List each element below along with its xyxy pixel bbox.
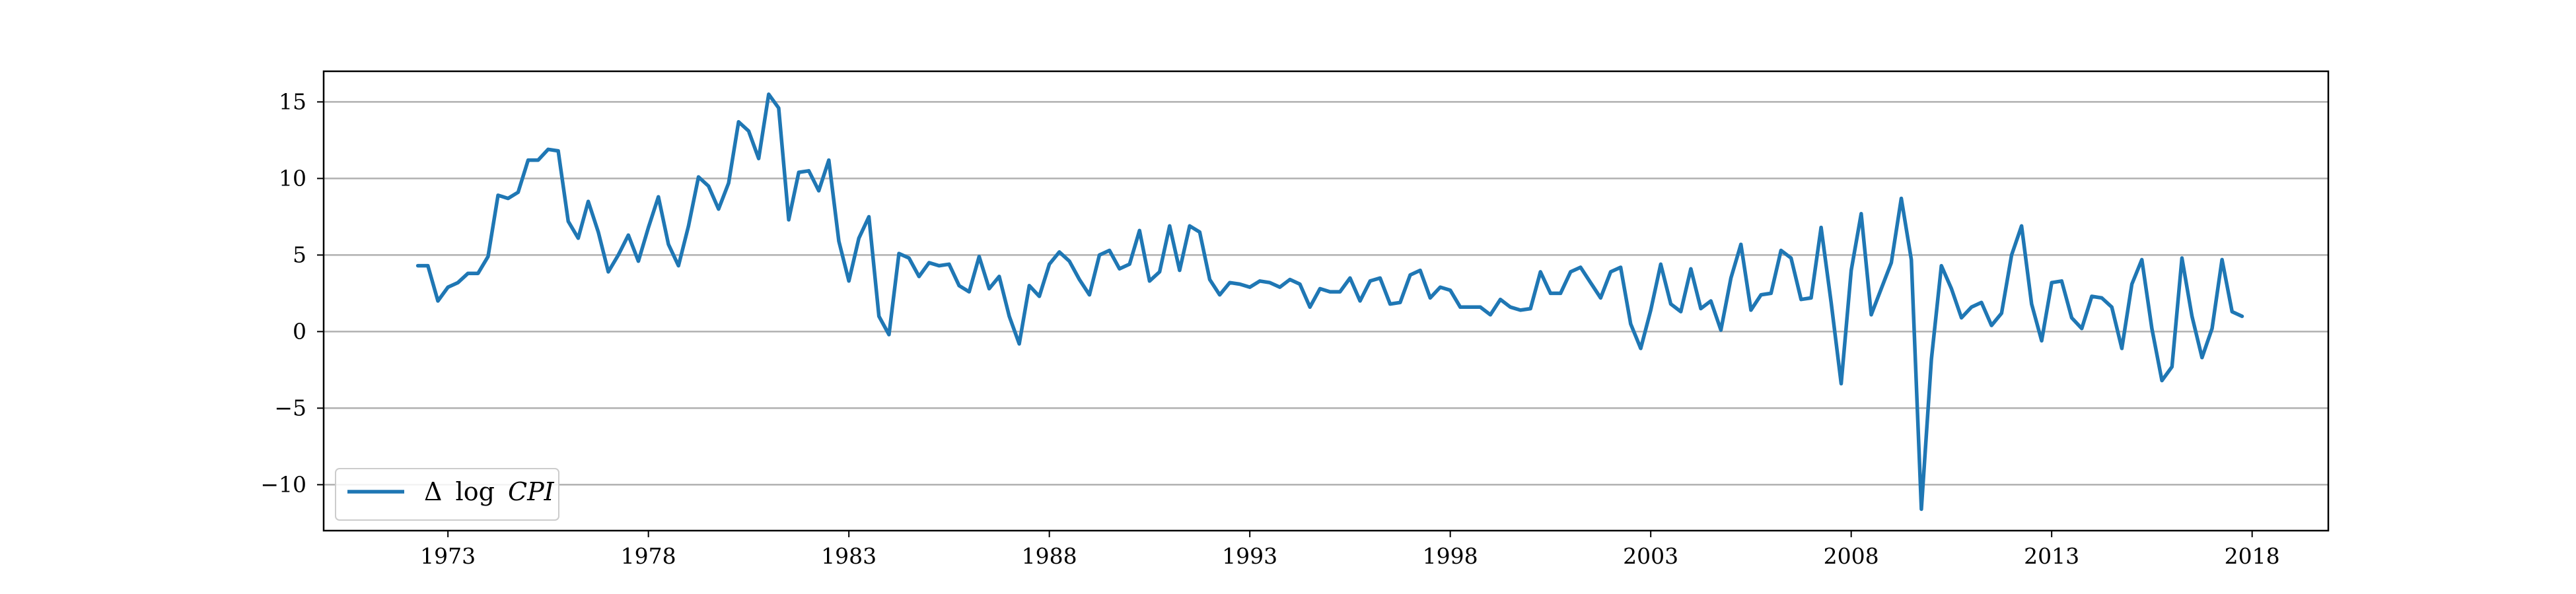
x-tick-label: 2018: [2225, 543, 2280, 569]
legend-label-log: log: [456, 477, 495, 506]
x-tick-label: 1983: [821, 543, 877, 569]
y-axis: 15 10 5 0 −5 −10: [260, 88, 324, 497]
y-tick-label: −10: [260, 471, 306, 497]
x-axis: 1973 1978 1983 1988 1993 1998 2003 2008 2013 2018: [420, 531, 2280, 569]
plot-frame: [322, 70, 2330, 532]
legend-label-var: CPI: [508, 477, 555, 506]
legend: Δ log CPI: [335, 468, 559, 521]
x-tick-label: 2013: [2024, 543, 2079, 569]
x-tick-label: 1973: [420, 543, 476, 569]
legend-label-delta: Δ: [424, 477, 442, 506]
x-tick-label: 1988: [1022, 543, 1077, 569]
y-tick-label: 5: [293, 242, 306, 267]
gridlines: [324, 101, 2328, 486]
x-tick-label: 2008: [1824, 543, 1879, 569]
x-tick-label: 2003: [1623, 543, 1678, 569]
y-tick-label: 0: [293, 318, 306, 344]
y-tick-label: 10: [279, 165, 306, 191]
y-tick-label: −5: [274, 395, 306, 420]
x-tick-label: 1998: [1423, 543, 1478, 569]
legend-label: Δ log CPI: [424, 477, 555, 506]
x-tick-label: 1978: [621, 543, 676, 569]
series-line-delta-log-cpi: [415, 92, 2244, 512]
legend-box: [335, 468, 559, 521]
y-tick-label: 15: [279, 88, 306, 114]
x-tick-label: 1993: [1222, 543, 1277, 569]
